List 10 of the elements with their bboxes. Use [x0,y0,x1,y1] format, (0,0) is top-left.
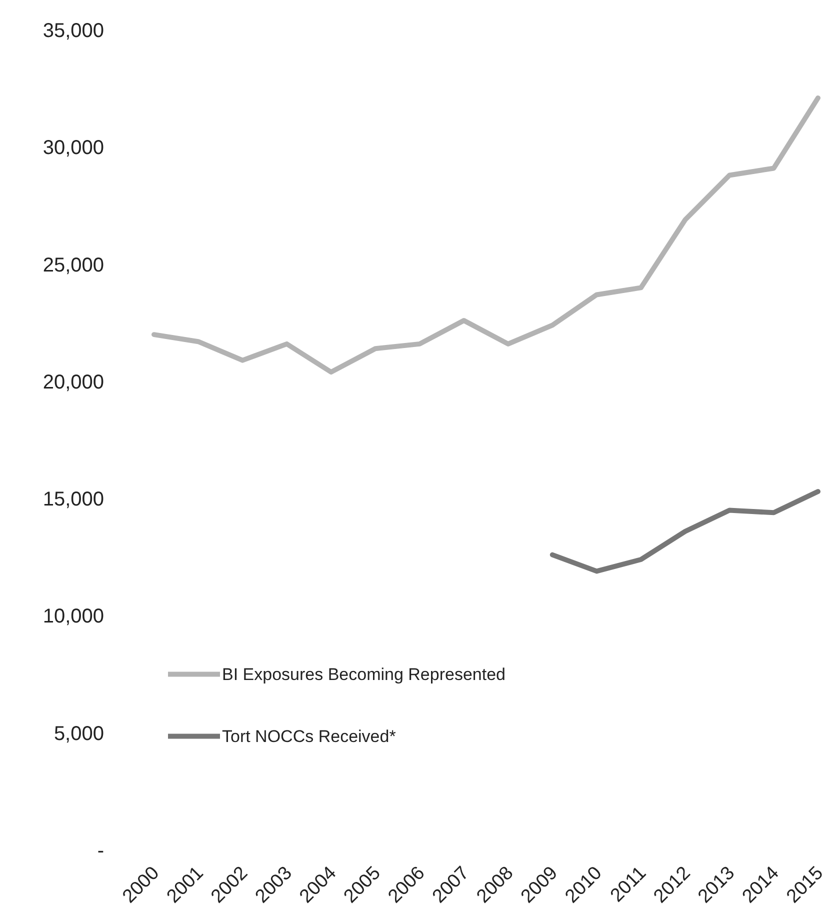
y-tick-label: 20,000 [42,371,104,394]
y-tick-label: - [97,840,104,862]
y-tick-label: 25,000 [42,254,104,276]
y-tick-label: 30,000 [42,137,104,160]
legend-label: Tort NOCCs Received* [222,727,396,746]
y-tick-label: 35,000 [42,20,104,42]
y-tick-label: 15,000 [42,488,104,511]
y-tick-label: 10,000 [42,606,104,628]
legend-label: BI Exposures Becoming Represented [222,665,506,684]
y-tick-label: 5,000 [54,722,104,745]
